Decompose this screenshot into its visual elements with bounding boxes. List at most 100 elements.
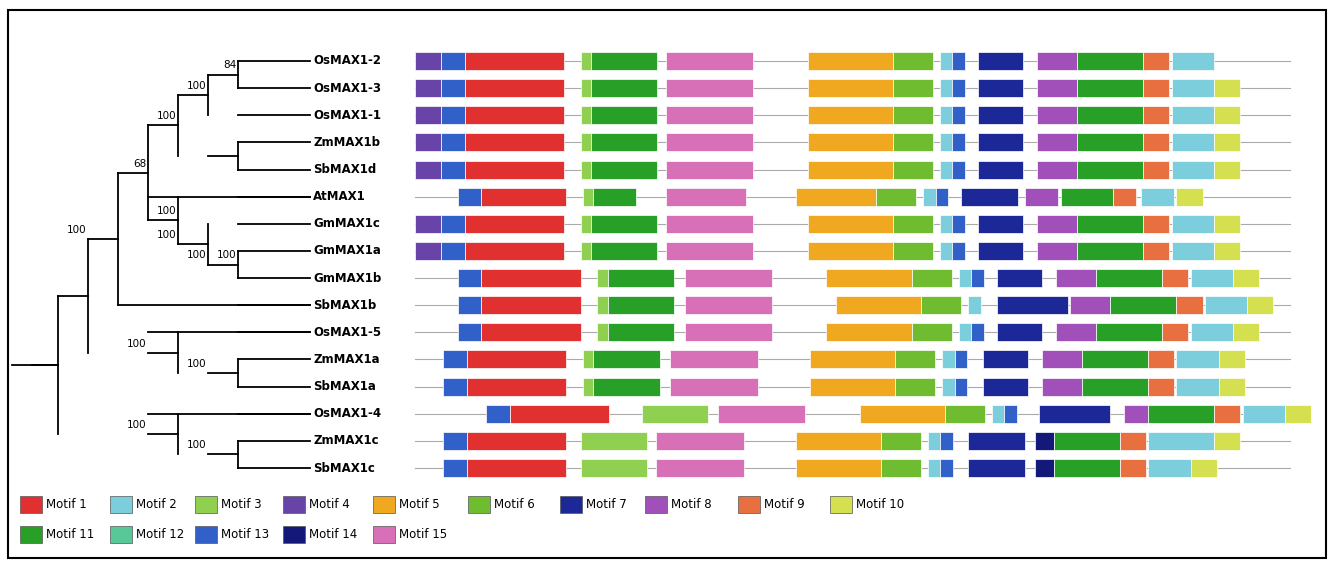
Bar — [581, 134, 591, 151]
Bar — [893, 134, 933, 151]
Text: 100: 100 — [127, 338, 146, 349]
Text: OsMAX1-5: OsMAX1-5 — [312, 326, 380, 339]
Bar — [1172, 161, 1215, 178]
Bar — [810, 350, 894, 368]
Bar — [928, 459, 940, 477]
Text: GmMAX1a: GmMAX1a — [312, 245, 380, 258]
Bar — [1060, 188, 1112, 205]
Text: Motif 6: Motif 6 — [494, 498, 535, 511]
Text: 100: 100 — [127, 420, 146, 430]
Bar — [808, 134, 893, 151]
Bar — [1035, 459, 1053, 477]
Bar — [1148, 405, 1215, 423]
Bar — [796, 432, 881, 450]
Bar — [607, 323, 674, 341]
Bar — [415, 134, 441, 151]
Bar — [441, 106, 465, 125]
Bar — [666, 79, 753, 97]
Text: ZmMAX1c: ZmMAX1c — [312, 434, 379, 447]
Bar — [977, 106, 1023, 125]
Bar — [1120, 459, 1145, 477]
Bar — [581, 52, 591, 70]
Bar — [666, 106, 753, 125]
Bar — [921, 296, 961, 314]
Bar — [1053, 432, 1120, 450]
Bar — [481, 296, 581, 314]
Bar — [997, 269, 1041, 287]
Bar — [1172, 106, 1215, 125]
Text: 100: 100 — [187, 81, 206, 91]
Bar — [1081, 378, 1148, 396]
Bar — [881, 459, 921, 477]
Bar — [1172, 242, 1215, 260]
Bar — [1215, 79, 1240, 97]
Bar — [1004, 405, 1017, 423]
Bar — [1077, 79, 1143, 97]
Bar — [1056, 323, 1096, 341]
Bar — [591, 161, 657, 178]
Text: Motif 13: Motif 13 — [222, 528, 270, 541]
Bar — [928, 432, 940, 450]
Bar — [458, 269, 481, 287]
Bar — [591, 106, 657, 125]
Bar — [893, 215, 933, 233]
Bar — [893, 79, 933, 97]
Bar — [810, 378, 894, 396]
Bar — [894, 350, 936, 368]
Text: Motif 9: Motif 9 — [764, 498, 805, 511]
Bar — [945, 405, 985, 423]
Bar — [992, 405, 1004, 423]
Bar — [581, 432, 646, 450]
Text: Motif 5: Motif 5 — [399, 498, 439, 511]
Text: Motif 12: Motif 12 — [136, 528, 184, 541]
Bar — [666, 52, 753, 70]
Text: 100: 100 — [156, 230, 176, 240]
Bar — [1096, 323, 1163, 341]
Bar — [195, 495, 218, 512]
Bar — [912, 269, 952, 287]
Bar — [808, 52, 893, 70]
Bar — [1081, 350, 1148, 368]
Bar — [685, 296, 772, 314]
Bar — [685, 323, 772, 341]
Text: Motif 4: Motif 4 — [308, 498, 350, 511]
Bar — [443, 350, 467, 368]
Bar — [465, 134, 563, 151]
Bar — [1040, 405, 1111, 423]
Bar — [581, 79, 591, 97]
Text: 100: 100 — [156, 207, 176, 216]
Bar — [458, 188, 481, 205]
Text: 100: 100 — [187, 251, 206, 260]
Bar — [1143, 79, 1169, 97]
Bar — [441, 215, 465, 233]
Bar — [808, 106, 893, 125]
Bar — [826, 269, 912, 287]
Bar — [583, 188, 593, 205]
Bar — [983, 350, 1028, 368]
Bar — [666, 188, 746, 205]
Bar — [1143, 52, 1169, 70]
Bar — [955, 378, 967, 396]
Bar — [581, 459, 646, 477]
Bar — [1176, 188, 1203, 205]
Bar — [1206, 296, 1247, 314]
Bar — [893, 52, 933, 70]
Bar — [1176, 296, 1203, 314]
Bar — [467, 432, 566, 450]
Bar — [583, 350, 593, 368]
Bar — [826, 323, 912, 341]
Bar — [1077, 106, 1143, 125]
Bar — [443, 432, 467, 450]
Text: Motif 10: Motif 10 — [856, 498, 904, 511]
Bar — [415, 106, 441, 125]
Bar — [1215, 432, 1240, 450]
Bar — [940, 459, 953, 477]
Bar — [940, 215, 952, 233]
Bar — [583, 378, 593, 396]
Bar — [415, 161, 441, 178]
Bar — [591, 52, 657, 70]
Bar — [876, 188, 916, 205]
Bar — [1191, 459, 1216, 477]
Bar — [20, 525, 41, 542]
Bar — [952, 106, 965, 125]
